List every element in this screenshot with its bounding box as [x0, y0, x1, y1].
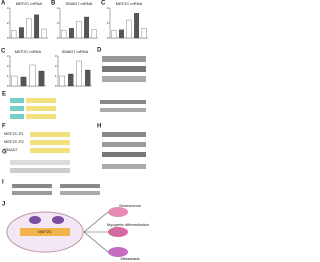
y-tick-label: 0: [55, 84, 57, 88]
panel-letter: G: [2, 150, 7, 156]
bar: [41, 28, 47, 39]
row-label: MEF2C-P2: [4, 139, 25, 144]
panel-letter: H: [97, 124, 101, 130]
panel-letter: J: [2, 202, 5, 208]
y-tick-label: 2: [57, 21, 59, 25]
panel-title: SMAD7 mRNA: [66, 1, 93, 6]
y-tick-label: 4: [7, 6, 9, 10]
outcome-label: Myogenic differentiation: [107, 222, 149, 227]
bar: [29, 64, 36, 87]
y-tick-label: 3: [55, 54, 57, 58]
panel-e: E: [2, 92, 146, 119]
panel-fg: F G MEF2C-P1 MEF2C-P2 SMAD7: [2, 124, 70, 173]
y-tick-label: 1: [55, 74, 57, 78]
panel-title: SMAD7 mRNA: [62, 49, 89, 54]
panel-letter: C: [1, 49, 6, 55]
bar: [76, 60, 82, 87]
outcome-label: Senescence: [119, 203, 142, 208]
row-label: SMAD7: [4, 147, 19, 152]
bar: [84, 16, 90, 39]
bar: [85, 69, 91, 87]
bar: [20, 76, 27, 87]
outcome-label: Metastasis: [120, 256, 139, 261]
bar: [126, 19, 132, 39]
y-tick-label: 0: [57, 36, 59, 40]
panel-letter: E: [2, 92, 6, 98]
figure: D E F G MEF2C-P1 MEF2C-P2 SMAD7 H I J ME…: [1, 1, 149, 261]
panel-title: MEF2C mRNA: [15, 49, 42, 54]
panel-letter: C: [101, 1, 106, 7]
bar: [68, 73, 74, 87]
panel-letter: F: [2, 124, 6, 130]
panel-letter: A: [1, 1, 6, 7]
bar: [91, 29, 97, 39]
panel-h: H: [97, 124, 146, 169]
blot-d: D: [97, 48, 146, 82]
bar: [38, 70, 45, 87]
y-tick-label: 4: [107, 6, 109, 10]
panel-i: I: [2, 180, 100, 195]
bar: [26, 18, 32, 39]
y-tick-label: 2: [55, 64, 57, 68]
bar: [134, 13, 140, 39]
center-label: MEF2C: [38, 229, 52, 234]
panel-j: J MEF2C Senescence Myogenic differentiat…: [2, 202, 149, 261]
bar: [68, 28, 74, 39]
y-tick-label: 4: [57, 6, 59, 10]
y-tick-label: 0: [7, 84, 9, 88]
bar: [11, 75, 18, 87]
panel-title: MEF2C mRNA: [16, 1, 43, 6]
y-tick-label: 0: [7, 36, 9, 40]
y-tick-label: 3: [7, 54, 9, 58]
panel-title: MEF2C mRNA: [116, 1, 143, 6]
panel-letter: I: [2, 180, 4, 186]
y-tick-label: 2: [107, 21, 109, 25]
y-tick-label: 1: [7, 74, 9, 78]
bar: [34, 14, 40, 39]
bar: [118, 29, 124, 39]
panel-letter: B: [51, 1, 56, 7]
bar: [18, 27, 24, 39]
bar: [59, 75, 65, 87]
panel-letter: D: [97, 48, 102, 54]
y-tick-label: 2: [7, 64, 9, 68]
bar: [141, 28, 147, 39]
bar: [111, 30, 117, 39]
bar: [76, 21, 82, 39]
y-tick-label: 0: [107, 36, 109, 40]
bar: [11, 30, 17, 39]
y-tick-label: 2: [7, 21, 9, 25]
bar: [61, 30, 67, 39]
row-label: MEF2C-P1: [4, 131, 25, 136]
